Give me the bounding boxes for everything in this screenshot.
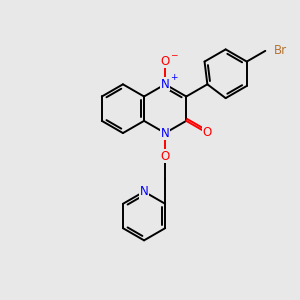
Text: Br: Br (274, 44, 287, 57)
Text: O: O (202, 126, 212, 139)
Text: O: O (160, 55, 170, 68)
Text: N: N (161, 78, 170, 91)
Text: N: N (161, 127, 170, 140)
Text: +: + (170, 73, 178, 82)
Text: O: O (160, 150, 170, 163)
Text: N: N (140, 185, 148, 198)
Text: −: − (170, 50, 177, 59)
